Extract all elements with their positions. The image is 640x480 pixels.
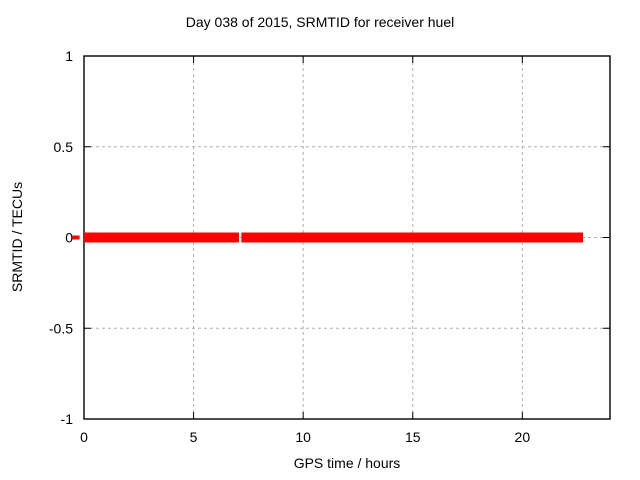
x-tick-label: 20 <box>515 429 531 445</box>
y-tick-label: -0.5 <box>49 320 73 336</box>
x-tick-label: 0 <box>80 429 88 445</box>
y-tick-label: 0 <box>65 230 73 246</box>
x-tick-label: 10 <box>295 429 311 445</box>
y-tick-label: -1 <box>61 411 74 427</box>
x-tick-label: 5 <box>190 429 198 445</box>
x-tick-label: 15 <box>405 429 421 445</box>
y-tick-label: 1 <box>65 48 73 64</box>
chart-title: Day 038 of 2015, SRMTID for receiver hue… <box>185 14 455 30</box>
y-tick-label: 0.5 <box>54 139 74 155</box>
x-axis-label: GPS time / hours <box>293 455 401 471</box>
